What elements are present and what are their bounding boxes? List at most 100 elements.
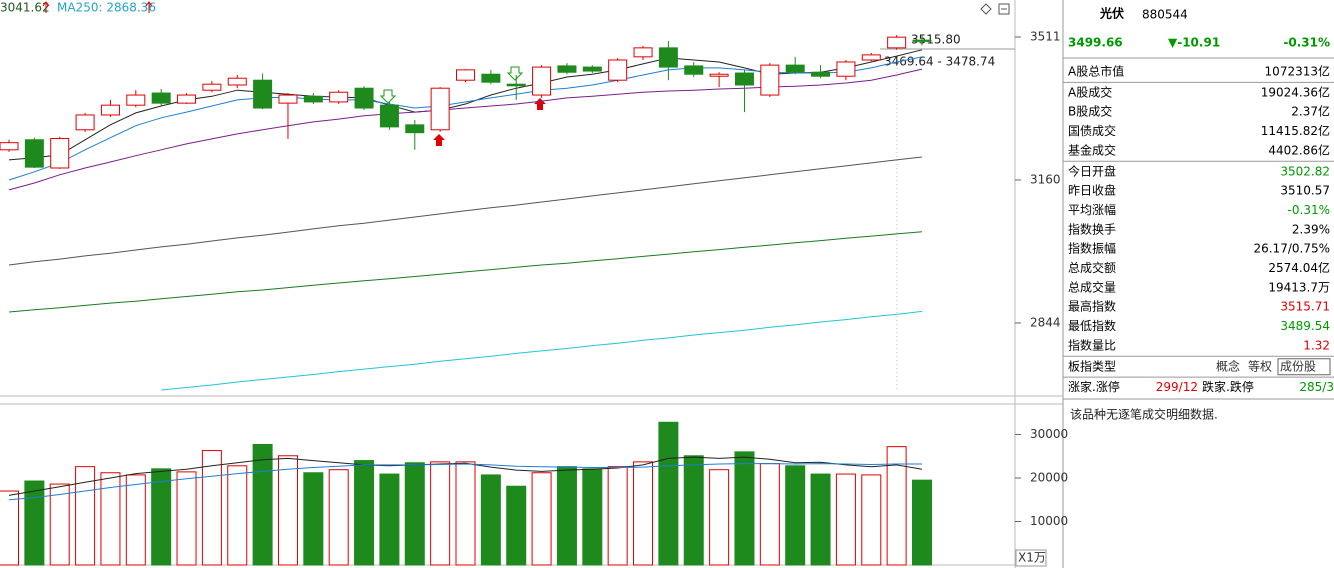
candle-body xyxy=(481,73,501,83)
y-tick-label: 30000 xyxy=(1030,427,1068,441)
index-tag: 概念 xyxy=(1216,358,1240,373)
quote-label: 基金成交 xyxy=(1068,142,1116,157)
volume-bar xyxy=(886,446,907,566)
candle-body xyxy=(329,91,349,103)
quote-label: 昨日收盘 xyxy=(1068,183,1116,198)
candle-body xyxy=(0,142,19,151)
quote-value: 3502.82 xyxy=(1280,164,1330,178)
stock-name: 光伏 xyxy=(1099,6,1124,21)
ma-line xyxy=(161,310,923,391)
icon[interactable] xyxy=(998,3,1010,15)
volume-bar xyxy=(100,472,121,566)
candle-body xyxy=(405,124,425,134)
ma-line xyxy=(8,49,923,161)
volume-bar xyxy=(835,473,856,566)
candle-body xyxy=(227,77,247,86)
ma-label: 3041.62 xyxy=(0,1,50,15)
unit-label: X1万 xyxy=(1018,551,1046,565)
volume-bar xyxy=(531,472,552,566)
volume-bar xyxy=(785,465,806,566)
volume-bar xyxy=(480,474,501,566)
ma-line xyxy=(8,456,923,496)
volume-bar xyxy=(0,490,19,566)
volume-bar xyxy=(201,450,222,566)
candle-body xyxy=(278,94,298,104)
volume-bar xyxy=(252,443,273,566)
ma-line xyxy=(8,68,923,191)
change-pct: -0.31% xyxy=(1283,36,1330,50)
quote-value: 3489.54 xyxy=(1280,319,1330,333)
signal-arrow xyxy=(379,89,397,104)
candle-body xyxy=(253,79,273,109)
icon[interactable] xyxy=(980,3,992,15)
candle-body xyxy=(202,83,222,91)
candle-body xyxy=(582,66,602,72)
signal-arrow xyxy=(433,134,445,146)
ma-annotation: 3469.64 - 3478.74 xyxy=(884,55,995,69)
quote-value: 2.39% xyxy=(1292,222,1330,236)
signal-arrow xyxy=(534,98,546,110)
volume-bar xyxy=(227,465,248,566)
ma-line xyxy=(8,463,922,501)
volume-bar xyxy=(759,463,780,566)
candle-body xyxy=(379,104,399,128)
quote-value: 1.32 xyxy=(1303,338,1330,352)
quote-label: 总成交量 xyxy=(1068,279,1116,294)
quote-value: 3510.57 xyxy=(1280,184,1330,198)
candle-body xyxy=(658,47,678,68)
note: 该品种无逐笔成交明细数据. xyxy=(1070,406,1218,421)
candle-body xyxy=(557,65,577,73)
volume-bar xyxy=(810,473,831,566)
quote-value: 2.37亿 xyxy=(1291,104,1330,119)
breadth-value: 285/3 xyxy=(1299,380,1334,394)
breadth-value: 299/12 xyxy=(1156,380,1198,394)
y-tick-label: 20000 xyxy=(1030,470,1068,484)
up-arrow-icon xyxy=(145,1,153,13)
high-annotation: 3515.80 xyxy=(911,33,961,47)
quote-label: 最低指数 xyxy=(1068,318,1116,333)
candle-body xyxy=(709,73,729,77)
quote-value: -0.31% xyxy=(1288,203,1330,217)
candle-body xyxy=(633,47,653,58)
quote-label: 指数换手 xyxy=(1068,221,1116,236)
ma-label: MA250: 2868.36 xyxy=(57,1,156,15)
candle-body xyxy=(303,95,323,103)
candle-body xyxy=(785,64,805,73)
volume-bar xyxy=(683,455,704,566)
candle-body xyxy=(912,39,932,42)
quote-label: 指数量比 xyxy=(1068,337,1116,352)
change: ▼-10.91 xyxy=(1168,36,1220,50)
quote-label: B股成交 xyxy=(1068,104,1112,119)
candle-body xyxy=(126,94,146,106)
y-tick-label: 3160 xyxy=(1030,172,1061,186)
y-tick-label: 10000 xyxy=(1030,514,1068,528)
volume-bar xyxy=(582,468,603,566)
candle-body xyxy=(456,69,475,81)
volume-bar xyxy=(430,461,451,566)
candle-body xyxy=(100,104,120,116)
candle-body xyxy=(24,139,44,168)
quote-label: 指数振幅 xyxy=(1068,241,1116,256)
unit-box xyxy=(1015,549,1047,567)
volume-bar xyxy=(633,461,654,566)
quote-value: 2574.04亿 xyxy=(1268,260,1330,275)
quote-label: 总成交额 xyxy=(1068,260,1116,275)
candle-body xyxy=(430,87,450,131)
quote-label: 今日开盘 xyxy=(1068,163,1116,178)
quote-label: 平均涨幅 xyxy=(1068,202,1116,217)
volume-bar xyxy=(151,468,172,566)
quote-label: 国债成交 xyxy=(1068,123,1116,138)
volume-bar xyxy=(328,469,349,566)
quote-label: 板指类型 xyxy=(1068,358,1116,373)
candle-body xyxy=(608,59,628,81)
candle-body xyxy=(861,54,881,61)
volume-bar xyxy=(861,474,882,566)
y-tick-label: 2844 xyxy=(1030,315,1061,329)
candle-body xyxy=(151,92,171,104)
candle-body xyxy=(836,61,856,77)
ma-line xyxy=(8,156,923,266)
candle-body xyxy=(506,83,526,87)
candle-body xyxy=(887,36,907,49)
